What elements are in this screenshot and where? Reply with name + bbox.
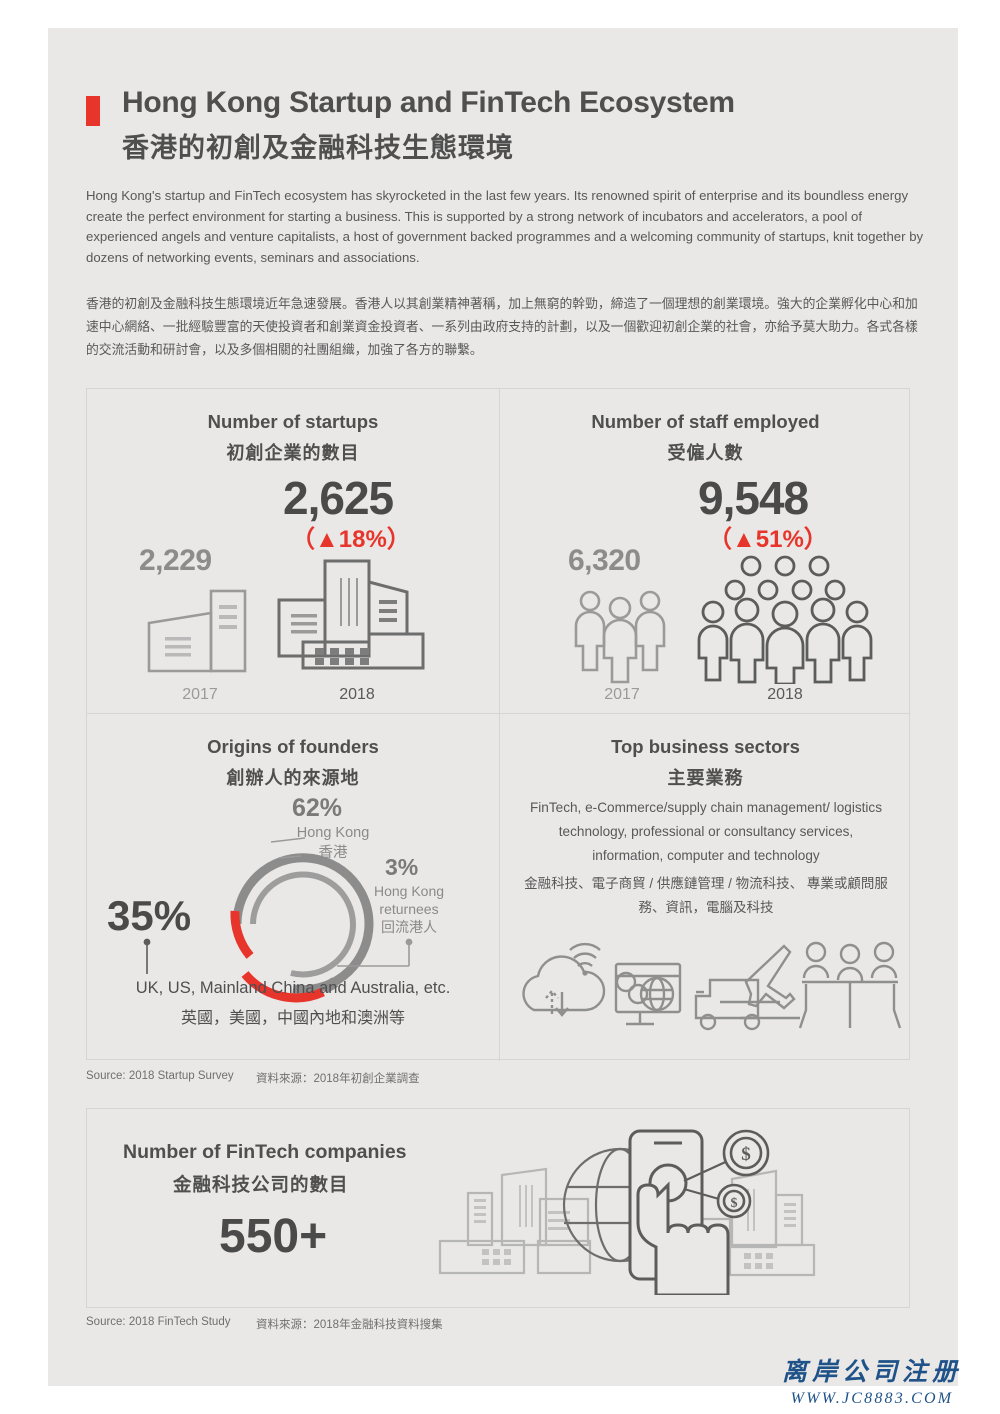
fintech-value: 550+ [219,1210,328,1263]
panel-number-of-startups: Number of startups 初創企業的數目 2,625 （▲18%） … [87,389,499,713]
panel-top-business-sectors: Top business sectors 主要業務 FinTech, e-Com… [500,714,911,1061]
sector-icons-strip [522,941,902,1031]
panel-fintech-companies: Number of FinTech companies 金融科技公司的數目 55… [86,1108,910,1308]
source-fintech-zh: 資料來源：2018年金融科技資料搜集 [256,1319,443,1331]
founders-pct-returnees: 3% [385,854,419,880]
source-startup-zh: 資料來源：2018年初創企業調查 [256,1073,420,1085]
red-accent-marker [86,96,100,126]
svg-text:$: $ [741,1144,751,1165]
founders-label-overseas-en: UK, US, Mainland China and Australia, et… [135,979,451,997]
panel-number-of-staff: Number of staff employed 受僱人數 9,548 （▲51… [500,389,911,713]
startups-title-en: Number of startups [207,411,379,432]
watermark: 离岸公司注册 WWW.JC8883.COM [762,1352,982,1408]
founders-pct-overseas: 35% [107,892,192,939]
founders-donut-chart [230,837,374,1003]
panel-vertical-divider [499,389,500,1061]
staff-year-2017: 2017 [604,686,640,703]
source-startup-en: Source: 2018 Startup Survey [86,1070,234,1082]
startups-growth-badge: （▲18%） [291,526,411,553]
people-icon-2017 [574,590,666,684]
founders-label-returnees-zh: 回流港人 [381,919,437,935]
statistics-panel-group: Number of startups 初創企業的數目 2,625 （▲18%） … [86,388,911,1061]
panel-origins-of-founders: Origins of founders 創辦人的來源地 [87,714,499,1061]
sectors-title-en: Top business sectors [611,736,800,757]
founders-label-returnees-en: Hong Kong returnees [373,883,445,917]
staff-value-2017: 6,320 [568,544,641,577]
startups-value-2018: 2,625 [283,472,394,524]
factory-icon-2018 [277,559,425,670]
staff-title-zh: 受僱人數 [667,443,744,463]
startups-value-2017: 2,229 [139,544,212,577]
panel-horizontal-divider [87,713,911,714]
source-fintech-en: Source: 2018 FinTech Study [86,1316,231,1328]
svg-text:$: $ [731,1196,738,1211]
watermark-url: WWW.JC8883.COM [790,1390,954,1407]
intro-paragraph-en: Hong Kong's startup and FinTech ecosyste… [86,188,924,265]
founders-pct-hongkong: 62% [292,794,343,822]
people-icon-2018 [697,555,873,684]
startups-year-2018: 2018 [339,686,375,703]
founders-label-hongkong-zh: 香港 [318,845,348,861]
founders-label-hongkong-en: Hong Kong [296,825,370,841]
startups-year-2017: 2017 [182,686,218,703]
fintech-title-en: Number of FinTech companies [123,1141,407,1163]
factory-icon-2017 [147,589,247,673]
intro-paragraph-zh: 香港的初創及金融科技生態環境近年急速發展。香港人以其創業精神著稱，加上無窮的幹勁… [86,296,918,357]
founders-title-en: Origins of founders [207,736,379,757]
watermark-text-zh: 离岸公司注册 [781,1359,962,1386]
sectors-body-zh: 金融科技、電子商貿 / 供應鏈管理 / 物流科技、 專業或顧問服務、資訊，電腦及… [524,876,888,915]
staff-year-2018: 2018 [767,686,803,703]
staff-title-en: Number of staff employed [591,411,820,432]
staff-growth-badge: （▲51%） [708,526,828,553]
fintech-illustration: $ $ [438,1129,816,1295]
sectors-body-en: FinTech, e-Commerce/supply chain managem… [529,800,883,863]
page-title-en: Hong Kong Startup and FinTech Ecosystem [122,86,735,119]
page-title-zh: 香港的初創及金融科技生態環境 [122,133,514,163]
callout-leader-lines [143,938,413,974]
founders-label-overseas-zh: 英國，美國，中國內地和澳洲等 [180,1010,405,1027]
infographic-page: Hong Kong Startup and FinTech Ecosystem … [48,28,958,1386]
sectors-title-zh: 主要業務 [667,768,744,788]
staff-value-2018: 9,548 [698,472,809,524]
founders-title-zh: 創辦人的來源地 [226,768,360,788]
startups-title-zh: 初創企業的數目 [226,443,360,463]
fintech-title-zh: 金融科技公司的數目 [173,1174,349,1195]
